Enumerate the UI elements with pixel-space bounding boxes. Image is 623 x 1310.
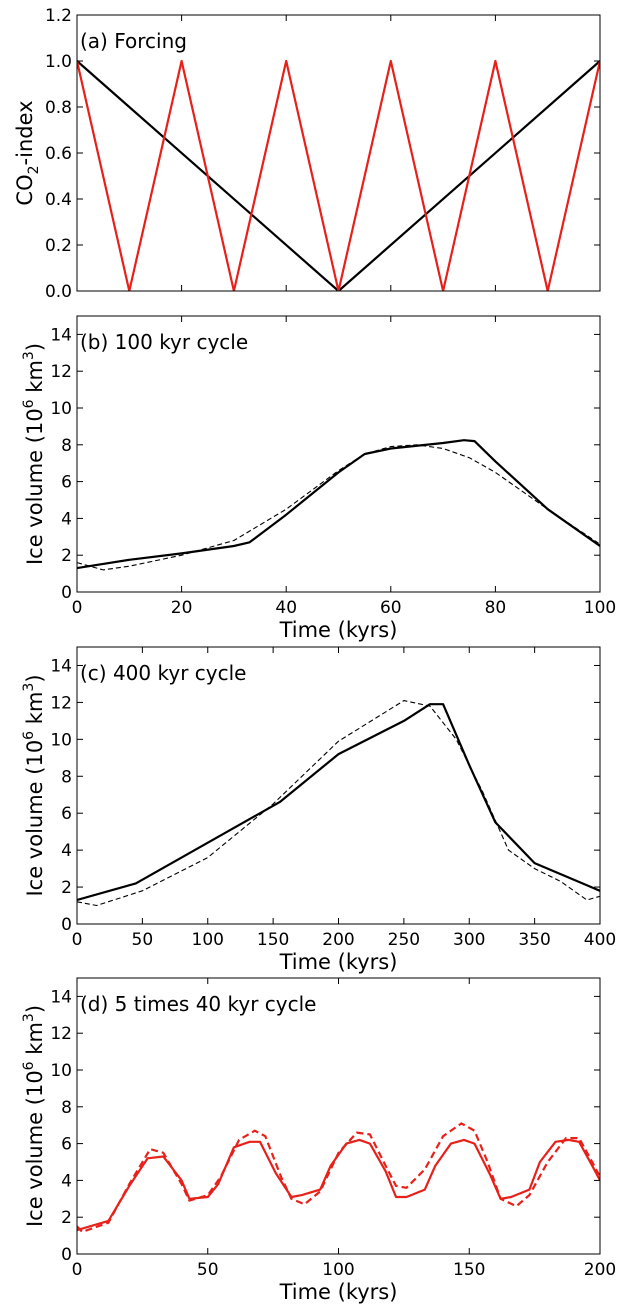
y-tick-label: 0.0 [45,282,72,302]
x-tick-label: 150 [453,1260,485,1280]
x-tick-label: 100 [192,930,224,950]
y-tick-label: 0.4 [45,190,72,210]
y-tick-label: 14 [50,987,72,1007]
x-axis-label: Time (kyrs) [279,618,398,642]
y-tick-label: 0 [61,915,72,935]
x-tick-label: 250 [388,930,420,950]
y-tick-label: 10 [50,730,72,750]
axes-frame [76,646,601,925]
y-tick-label: 8 [61,767,72,787]
x-tick-label: 50 [197,1260,219,1280]
x-axis-label: Time (kyrs) [279,950,398,974]
y-tick-label: 1.0 [45,52,72,72]
panel-ice-100kyr: 0 2 4 6 8 10 12 14 0 20 40 60 80 100 (b) 100 kyr cycle… [21,315,616,642]
y-tick-label: 1.2 [45,6,72,26]
series-2-dashed-line [77,700,600,907]
panel-ice-5x40kyr: 0 2 4 6 8 10 12 14 0 50 100 150 200 (d) 5 times 40 ky… [21,977,616,1304]
x-tick-label: 400 [584,930,616,950]
x-tick-label: 100 [322,1260,354,1280]
series-2-solid-line [77,59,600,291]
y-tick-label: 4 [61,509,72,529]
y-tick-label: 0 [61,1245,72,1265]
y-tick-label: 6 [61,473,72,493]
y-tick-label: 14 [50,325,72,345]
y-tick-label: 2 [61,1208,72,1228]
axes-frame [76,977,601,1255]
panel-title: (d) 5 times 40 kyr cycle [80,992,316,1016]
x-tick-label: 300 [453,930,485,950]
y-tick-label: 12 [50,693,72,713]
x-tick-label: 350 [518,930,550,950]
x-tick-label: 200 [322,930,354,950]
series-2-dashed-line [77,444,600,571]
series-2-dashed-line [77,1122,600,1234]
x-tick-label: 80 [485,598,507,618]
x-tick-label: 0 [72,930,83,950]
y-tick-label: 4 [61,841,72,861]
x-tick-label: 150 [257,930,289,950]
y-axis-label: Ice volume (106 km3) [21,674,47,896]
x-axis-label: Time (kyrs) [279,1280,398,1304]
panel-forcing: 0.0 0.2 0.4 0.6 0.8 1.0 1.2 (a) Forcing CO2-inde… [13,6,601,302]
x-tick-label: 20 [171,598,193,618]
y-tick-label: 0.6 [45,144,72,164]
y-tick-label: 0.8 [45,98,72,118]
y-tick-label: 6 [61,804,72,824]
y-tick-label: 12 [50,362,72,382]
panel-ice-400kyr: 0 2 4 6 8 10 12 14 0 50 100 150 200 250 300 350 400 (c) 4… [21,646,616,974]
x-tick-label: 0 [72,1260,83,1280]
panel-title: (a) Forcing [80,29,187,53]
y-tick-label: 6 [61,1135,72,1155]
y-tick-label: 2 [61,878,72,898]
y-tick-label: 10 [50,399,72,419]
y-tick-label: 0 [61,583,72,603]
y-axis-label: CO2-index [13,100,42,205]
y-tick-label: 0.2 [45,236,72,256]
y-tick-label: 2 [61,546,72,566]
y-axis-label: Ice volume (106 km3) [21,1005,47,1227]
x-tick-label: 0 [72,598,83,618]
x-tick-label: 60 [380,598,402,618]
y-tick-label: 12 [50,1024,72,1044]
series-1-solid-line [77,439,600,570]
panel-title: (b) 100 kyr cycle [80,330,248,354]
y-tick-label: 4 [61,1171,72,1191]
panel-title: (c) 400 kyr cycle [80,661,246,685]
series-1-solid-line [77,703,600,902]
x-tick-label: 100 [584,598,616,618]
y-tick-label: 10 [50,1061,72,1081]
y-tick-label: 8 [61,1098,72,1118]
series-1-solid-line [77,1138,600,1232]
y-tick-label: 14 [50,656,72,676]
axes-frame [76,315,601,593]
y-tick-label: 8 [61,436,72,456]
x-tick-label: 200 [584,1260,616,1280]
axes-frame [76,14,601,292]
y-axis-label: Ice volume (106 km3) [21,343,47,565]
x-tick-label: 40 [275,598,297,618]
x-tick-label: 50 [132,930,154,950]
